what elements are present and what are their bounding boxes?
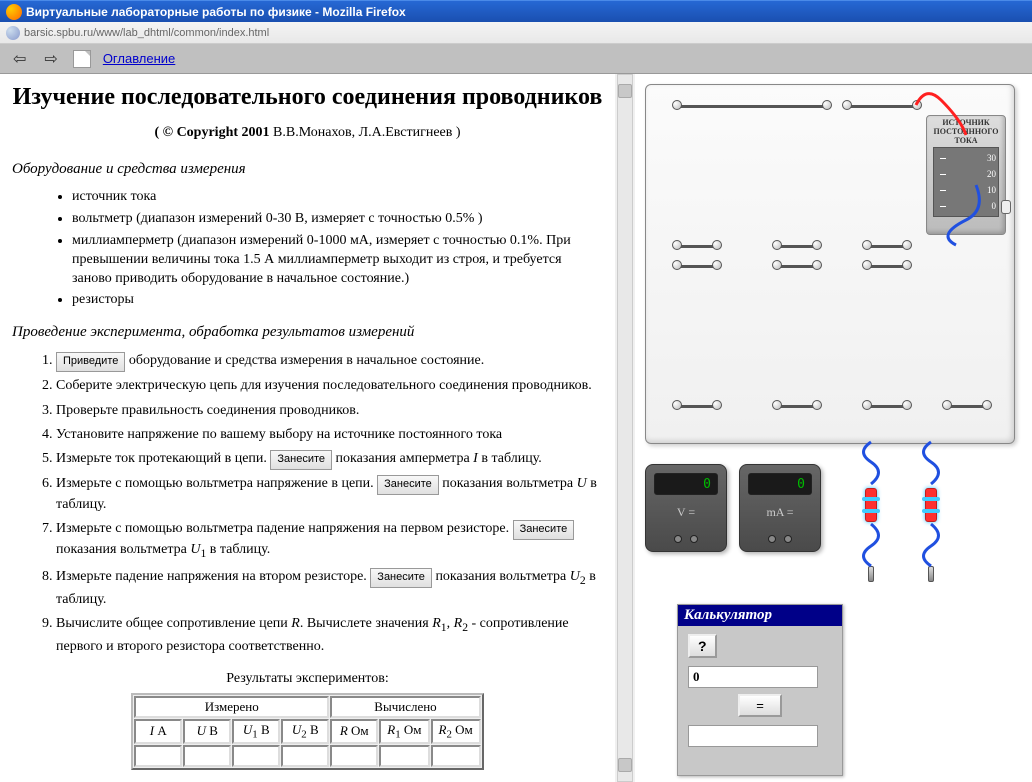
table-cell[interactable] bbox=[232, 745, 280, 767]
list-item: вольтметр (диапазон измерений 0-30 В, из… bbox=[72, 210, 603, 229]
resistor-2[interactable] bbox=[911, 444, 951, 584]
ammeter-unit: mA = bbox=[740, 505, 820, 520]
document-icon[interactable] bbox=[73, 50, 91, 68]
table-cell[interactable] bbox=[281, 745, 329, 767]
col-header: I А bbox=[134, 719, 182, 744]
list-item: Измерьте падение напряжения на втором ре… bbox=[56, 567, 603, 610]
col-header: R2 Ом bbox=[431, 719, 481, 744]
content-pane: Изучение последовательного соединения пр… bbox=[0, 74, 615, 782]
col-header: R Ом bbox=[330, 719, 378, 744]
steps-list: Приведите оборудование и средства измере… bbox=[56, 351, 603, 657]
list-item: Приведите оборудование и средства измере… bbox=[56, 351, 603, 372]
calc-input[interactable]: 0 bbox=[688, 666, 818, 688]
address-bar[interactable]: barsic.spbu.ru/www/lab_dhtml/common/inde… bbox=[0, 22, 1032, 44]
nav-toolbar: ⇦ ⇨ Оглавление bbox=[0, 44, 1032, 74]
psu-scale: 30 20 10 0 bbox=[933, 147, 999, 217]
section-equipment: Оборудование и средства измерения bbox=[12, 161, 603, 178]
list-item: Измерьте с помощью вольтметра напряжение… bbox=[56, 474, 603, 515]
lead-tip bbox=[928, 566, 934, 582]
section-procedure: Проведение эксперимента, обработка резул… bbox=[12, 324, 603, 341]
toc-link[interactable]: Оглавление bbox=[103, 51, 175, 66]
table-cell[interactable] bbox=[431, 745, 481, 767]
voltmeter-unit: V = bbox=[646, 505, 726, 520]
col-group-computed: Вычислено bbox=[330, 696, 481, 718]
resistor-body bbox=[925, 488, 937, 522]
calc-help-button[interactable]: ? bbox=[688, 634, 717, 658]
calc-output bbox=[688, 725, 818, 747]
results-heading: Результаты экспериментов: bbox=[12, 671, 603, 687]
ammeter[interactable]: 0 mA = bbox=[739, 464, 821, 552]
calc-equals-button[interactable]: = bbox=[738, 694, 782, 717]
resistor-1[interactable] bbox=[851, 444, 891, 584]
globe-icon bbox=[6, 26, 20, 40]
reset-button[interactable]: Приведите bbox=[56, 352, 125, 372]
table-cell[interactable] bbox=[379, 745, 429, 767]
list-item: миллиамперметр (диапазон измерений 0-100… bbox=[72, 232, 603, 289]
power-supply[interactable]: ИСТОЧНИКПОСТОЯННОГОТОКА 30 20 10 0 bbox=[926, 115, 1006, 235]
col-header: R1 Ом bbox=[379, 719, 429, 744]
save-button[interactable]: Занесите bbox=[513, 520, 575, 540]
voltmeter-display: 0 bbox=[654, 473, 718, 495]
resistor-components bbox=[851, 444, 951, 584]
url-text: barsic.spbu.ru/www/lab_dhtml/common/inde… bbox=[24, 27, 269, 39]
list-item: Измерьте с помощью вольтметра падение на… bbox=[56, 519, 603, 563]
simulation-pane: ИСТОЧНИКПОСТОЯННОГОТОКА 30 20 10 0 bbox=[635, 74, 1032, 782]
copyright: ( © Copyright 2001 В.В.Монахов, Л.А.Евст… bbox=[12, 125, 603, 141]
col-group-measured: Измерено bbox=[134, 696, 329, 718]
voltmeter[interactable]: 0 V = bbox=[645, 464, 727, 552]
save-button[interactable]: Занесите bbox=[370, 568, 432, 588]
meters-row: 0 V = 0 mA = bbox=[645, 464, 821, 552]
lead-tip bbox=[868, 566, 874, 582]
forward-icon[interactable]: ⇨ bbox=[41, 49, 60, 69]
list-item: источник тока bbox=[72, 188, 603, 207]
firefox-icon bbox=[6, 4, 22, 20]
col-header: U В bbox=[183, 719, 231, 744]
window-title: Виртуальные лабораторные работы по физик… bbox=[26, 5, 406, 19]
list-item: Установите напряжение по вашему выбору н… bbox=[56, 425, 603, 445]
save-button[interactable]: Занесите bbox=[270, 450, 332, 470]
save-button[interactable]: Занесите bbox=[377, 475, 439, 495]
ammeter-display: 0 bbox=[748, 473, 812, 495]
calculator[interactable]: Калькулятор ? 0 = bbox=[677, 604, 843, 776]
list-item: Вычислите общее сопротивление цепи R. Вы… bbox=[56, 614, 603, 657]
results-table: Измерено Вычислено I А U В U1 В U2 В R О… bbox=[131, 693, 484, 770]
list-item: Соберите электрическую цепь для изучения… bbox=[56, 376, 603, 396]
list-item: Проверьте правильность соединения провод… bbox=[56, 401, 603, 421]
table-cell[interactable] bbox=[183, 745, 231, 767]
back-icon[interactable]: ⇦ bbox=[10, 49, 29, 69]
left-scrollbar[interactable] bbox=[615, 74, 635, 782]
psu-slider[interactable] bbox=[1001, 200, 1011, 214]
table-cell[interactable] bbox=[134, 745, 182, 767]
window-titlebar: Виртуальные лабораторные работы по физик… bbox=[0, 0, 1032, 22]
resistor-body bbox=[865, 488, 877, 522]
col-header: U1 В bbox=[232, 719, 280, 744]
circuit-board[interactable]: ИСТОЧНИКПОСТОЯННОГОТОКА 30 20 10 0 bbox=[645, 84, 1015, 444]
list-item: Измерьте ток протекающий в цепи. Занесит… bbox=[56, 449, 603, 470]
equipment-list: источник тока вольтметр (диапазон измере… bbox=[72, 188, 603, 310]
page-title: Изучение последовательного соединения пр… bbox=[12, 84, 603, 111]
calc-title: Калькулятор bbox=[678, 605, 842, 626]
psu-label: ИСТОЧНИКПОСТОЯННОГОТОКА bbox=[927, 116, 1005, 145]
list-item: резисторы bbox=[72, 291, 603, 310]
table-cell[interactable] bbox=[330, 745, 378, 767]
col-header: U2 В bbox=[281, 719, 329, 744]
